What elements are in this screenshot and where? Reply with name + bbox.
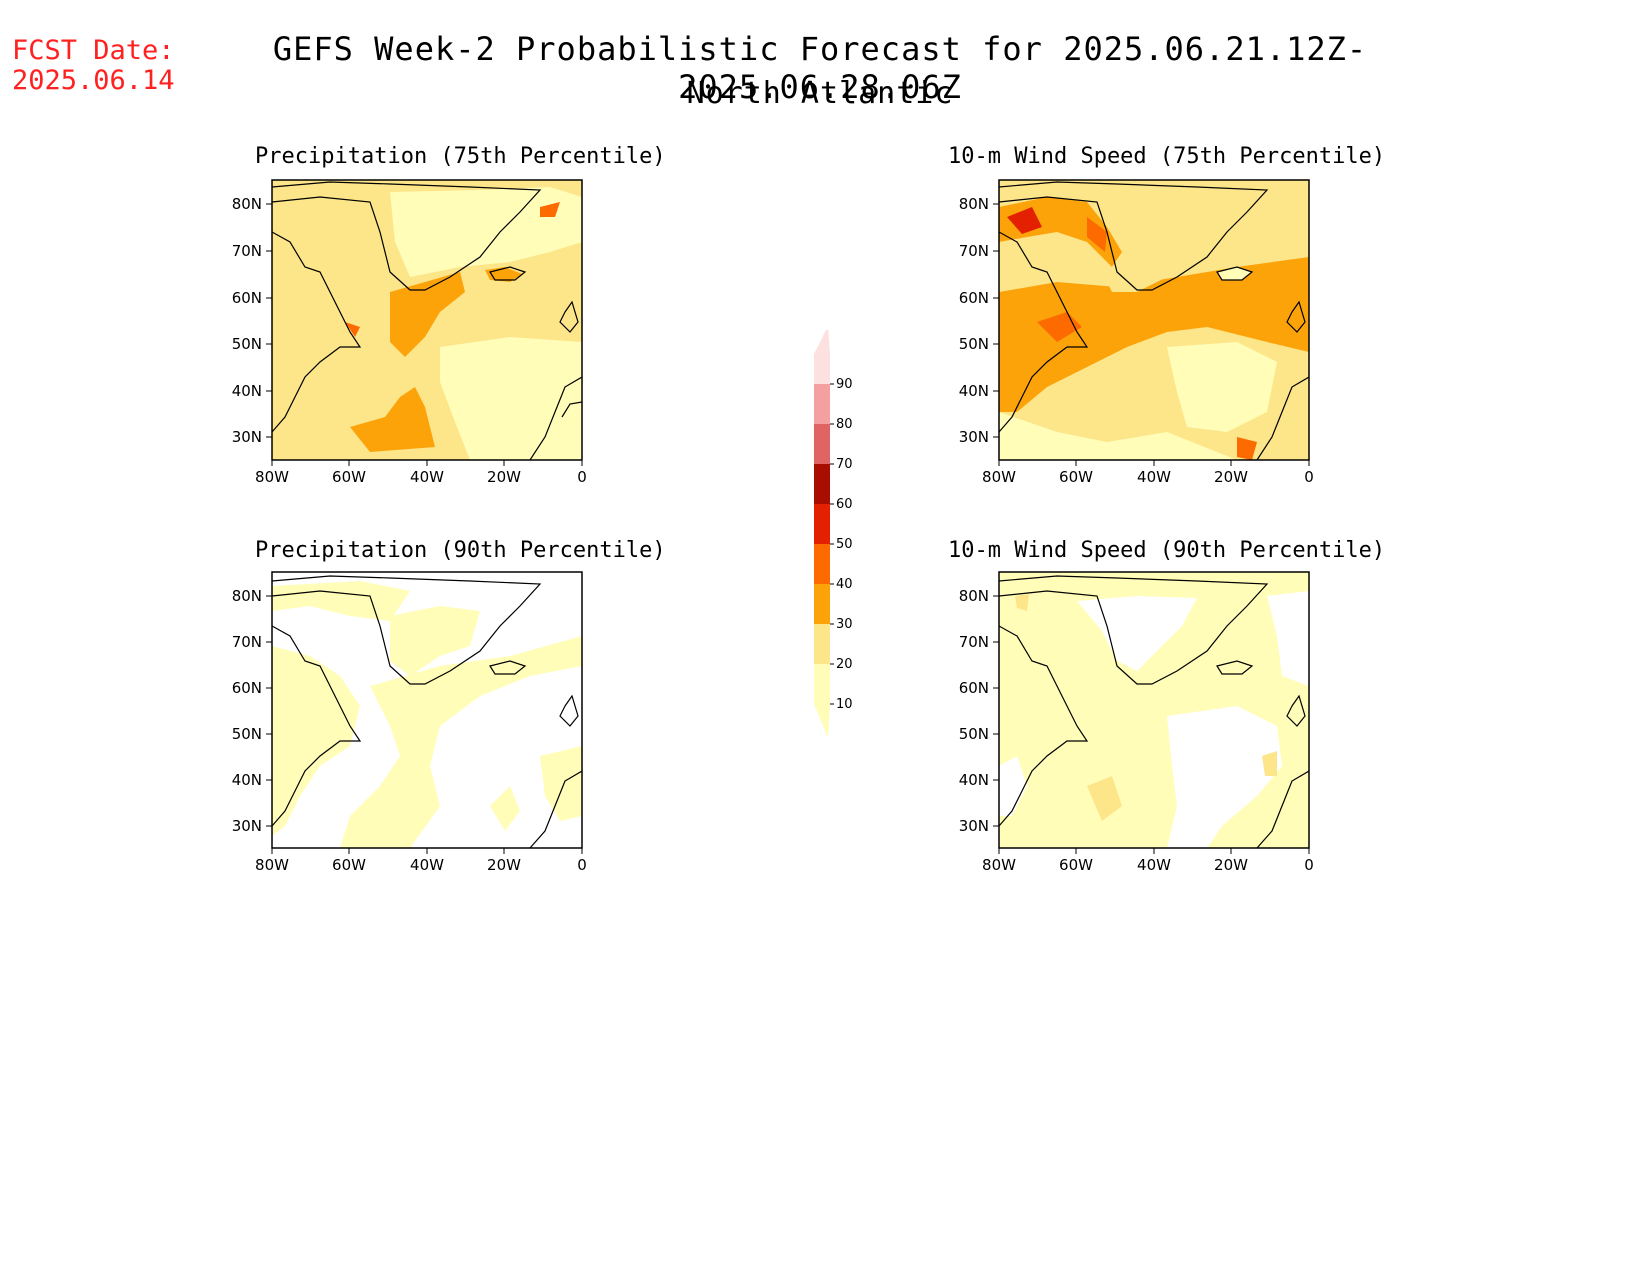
colorbar-extension-high <box>814 330 830 354</box>
lon-tick-label: 80W <box>255 856 289 874</box>
colorbar-segment <box>814 464 830 504</box>
lat-tick-label: 30N <box>959 817 989 835</box>
lon-tick-labels: 80W 60W 40W 20W 0 <box>982 460 1314 486</box>
lat-tick-label: 80N <box>232 195 262 213</box>
lat-tick-label: 80N <box>959 587 989 605</box>
map-wind-90: 80N 70N 60N 50N 40N 30N 80W 60W 40W 20W … <box>959 571 1314 874</box>
lat-tick-label: 30N <box>959 428 989 446</box>
lat-tick-label: 50N <box>232 725 262 743</box>
colorbar-segment <box>814 664 830 704</box>
lon-tick-labels: 80W 60W 40W 20W 0 <box>982 848 1314 874</box>
map-precip-90: 80N 70N 60N 50N 40N 30N 80W 60W 40W 20W … <box>232 571 587 874</box>
lon-tick-labels: 80W 60W 40W 20W 0 <box>255 848 587 874</box>
lon-tick-label: 40W <box>1137 856 1171 874</box>
lon-tick-label: 20W <box>1214 856 1248 874</box>
page-title: GEFS Week-2 Probabilistic Forecast for 2… <box>272 30 1368 106</box>
colorbar-label: 20 <box>836 657 853 672</box>
lon-tick-label: 60W <box>332 468 366 486</box>
lat-tick-label: 70N <box>232 633 262 651</box>
lon-tick-label: 80W <box>982 468 1016 486</box>
region-subtitle: North Atlantic <box>686 76 954 111</box>
lat-tick-label: 50N <box>232 335 262 353</box>
lat-tick-labels: 80N 70N 60N 50N 40N 30N <box>232 587 272 835</box>
lat-tick-label: 40N <box>959 771 989 789</box>
lat-tick-label: 60N <box>232 679 262 697</box>
lat-tick-label: 50N <box>959 335 989 353</box>
panel-title-precip-75: Precipitation (75th Percentile) <box>255 144 666 169</box>
lon-tick-label: 20W <box>487 468 521 486</box>
colorbar-label: 80 <box>836 417 853 432</box>
lon-tick-label: 20W <box>487 856 521 874</box>
lon-tick-label: 60W <box>1059 856 1093 874</box>
colorbar-segment <box>814 544 830 584</box>
lat-tick-label: 70N <box>959 633 989 651</box>
lat-tick-label: 80N <box>959 195 989 213</box>
colorbar-label: 50 <box>836 537 853 552</box>
panel-title-precip-90: Precipitation (90th Percentile) <box>255 538 666 563</box>
lat-tick-label: 60N <box>959 289 989 307</box>
lat-tick-label: 40N <box>232 771 262 789</box>
lon-tick-labels: 80W 60W 40W 20W 0 <box>255 460 587 486</box>
lat-tick-label: 40N <box>232 382 262 400</box>
lon-tick-label: 20W <box>1214 468 1248 486</box>
forecast-date-value: 2025.06.14 <box>12 65 175 96</box>
lat-tick-label: 70N <box>232 242 262 260</box>
lat-tick-label: 30N <box>232 817 262 835</box>
panel-title-wind-75: 10-m Wind Speed (75th Percentile) <box>948 144 1386 169</box>
lon-tick-label: 0 <box>1304 856 1314 874</box>
map-precip-75: 80N 70N 60N 50N 40N 30N 80W 60W 40W 20W … <box>232 179 587 486</box>
colorbar-segment <box>814 354 830 384</box>
lon-tick-label: 0 <box>577 468 587 486</box>
lon-tick-label: 40W <box>1137 468 1171 486</box>
colorbar-segment <box>814 584 830 624</box>
lat-tick-labels: 80N 70N 60N 50N 40N 30N <box>959 195 999 446</box>
lat-tick-label: 50N <box>959 725 989 743</box>
lon-tick-label: 80W <box>255 468 289 486</box>
colorbar-label: 70 <box>836 457 853 472</box>
forecast-date-label: FCST Date: <box>12 35 175 66</box>
lon-tick-label: 0 <box>577 856 587 874</box>
lat-tick-label: 30N <box>232 428 262 446</box>
lat-tick-label: 40N <box>959 382 989 400</box>
colorbar-segment <box>814 424 830 464</box>
colorbar-extension-low <box>814 704 830 738</box>
lat-tick-labels: 80N 70N 60N 50N 40N 30N <box>959 587 999 835</box>
lon-tick-label: 40W <box>410 468 444 486</box>
colorbar-label: 10 <box>836 697 853 712</box>
lat-tick-labels: 80N 70N 60N 50N 40N 30N <box>232 195 272 446</box>
colorbar-label: 90 <box>836 377 853 392</box>
lat-tick-label: 60N <box>959 679 989 697</box>
colorbar-label: 40 <box>836 577 853 592</box>
lat-tick-label: 80N <box>232 587 262 605</box>
panel-title-wind-90: 10-m Wind Speed (90th Percentile) <box>948 538 1386 563</box>
lon-tick-label: 40W <box>410 856 444 874</box>
colorbar-segment <box>814 504 830 544</box>
colorbar: 10 20 30 40 50 60 70 80 90 <box>814 330 853 738</box>
colorbar-segment <box>814 384 830 424</box>
colorbar-segment <box>814 624 830 664</box>
lon-tick-label: 80W <box>982 856 1016 874</box>
lon-tick-label: 60W <box>1059 468 1093 486</box>
lat-tick-label: 60N <box>232 289 262 307</box>
lon-tick-label: 60W <box>332 856 366 874</box>
colorbar-label: 60 <box>836 497 853 512</box>
map-wind-75: 80N 70N 60N 50N 40N 30N 80W 60W 40W 20W … <box>959 179 1314 486</box>
lat-tick-label: 70N <box>959 242 989 260</box>
colorbar-label: 30 <box>836 617 853 632</box>
lon-tick-label: 0 <box>1304 468 1314 486</box>
forecast-date: FCST Date: 2025.06.14 <box>12 36 175 96</box>
